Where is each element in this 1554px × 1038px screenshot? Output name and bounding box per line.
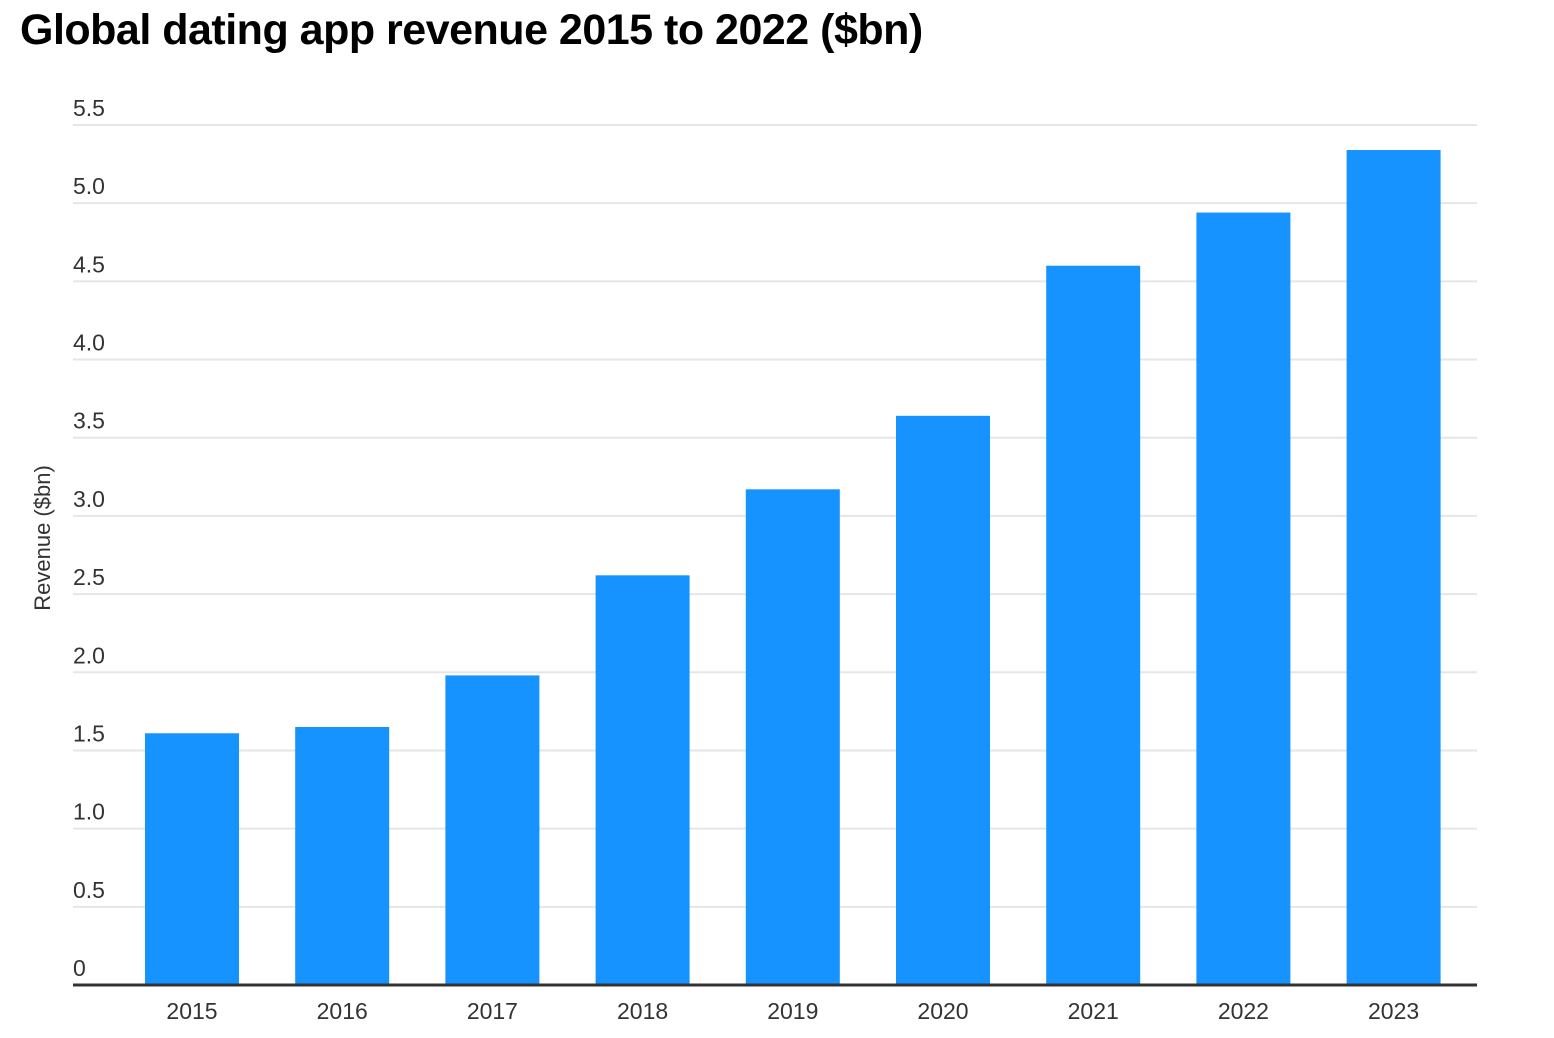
bar-2021: [1046, 265, 1141, 985]
x-tick-label-2021: 2021: [1068, 998, 1119, 1024]
bar-2020: [896, 415, 990, 985]
y-tick-label-0: 0: [73, 955, 86, 981]
y-tick-label-8: 4.0: [73, 330, 105, 356]
y-tick-label-1: 0.5: [73, 877, 105, 903]
y-tick-label-9: 4.5: [73, 251, 105, 277]
y-tick-label-11: 5.5: [73, 95, 105, 121]
y-tick-labels: 0 0.5 1.0 1.5 2.0 2.5 3.0 3.5 4.0 4.5 5.0 5.5: [73, 95, 105, 981]
x-tick-label-2015: 2015: [166, 998, 217, 1024]
y-axis-label: Revenue ($bn): [30, 465, 55, 611]
x-tick-label-2016: 2016: [317, 998, 368, 1024]
x-tick-label-2017: 2017: [467, 998, 518, 1024]
bar-2023: [1346, 150, 1441, 985]
x-tick-label-2023: 2023: [1368, 998, 1419, 1024]
y-tick-label-2: 1.0: [73, 799, 105, 825]
y-tick-label-5: 2.5: [73, 564, 105, 590]
bar-2019: [745, 489, 840, 985]
bar-2022: [1196, 212, 1291, 986]
y-tick-label-6: 3.0: [73, 486, 105, 512]
chart-title: Global dating app revenue 2015 to 2022 (…: [20, 6, 923, 54]
y-tick-label-3: 1.5: [73, 720, 105, 746]
x-tick-label-2018: 2018: [617, 998, 668, 1024]
bars: [145, 150, 1441, 986]
bar-2016: [295, 727, 390, 985]
x-tick-label-2019: 2019: [767, 998, 818, 1024]
y-tick-label-4: 2.0: [73, 642, 105, 668]
bar-2017: [445, 675, 540, 985]
y-tick-label-7: 3.5: [73, 408, 105, 434]
bar-2015: [145, 733, 239, 985]
y-tick-label-10: 5.0: [73, 173, 105, 199]
bar-2018: [595, 575, 690, 985]
x-tick-label-2020: 2020: [917, 998, 968, 1024]
x-tick-labels: 2015 2016 2017 2018 2019 2020 2021 2022 2023: [166, 998, 1419, 1024]
x-tick-label-2022: 2022: [1218, 998, 1269, 1024]
